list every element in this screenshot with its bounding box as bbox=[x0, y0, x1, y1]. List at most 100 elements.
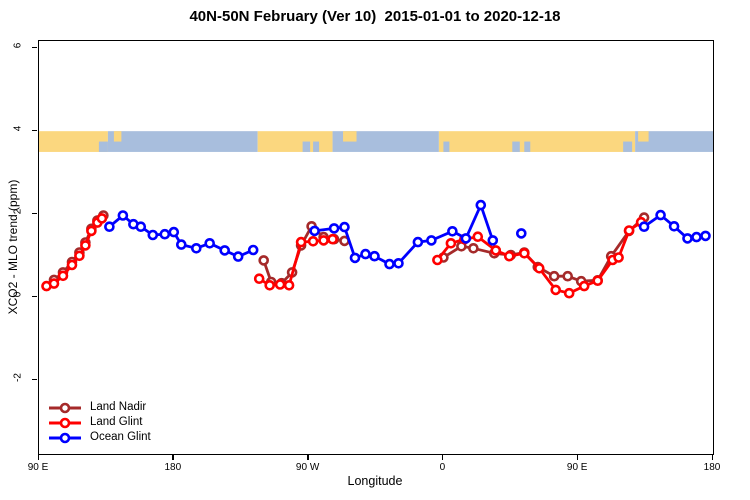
data-point bbox=[274, 279, 286, 290]
y-tick-label: 2 bbox=[12, 208, 24, 215]
map-band-detail-ocean bbox=[98, 141, 108, 152]
x-tick-mark bbox=[307, 455, 309, 460]
data-point bbox=[490, 245, 502, 256]
data-point bbox=[503, 250, 515, 262]
data-point bbox=[691, 231, 702, 243]
data-point bbox=[412, 236, 424, 248]
data-point bbox=[447, 226, 458, 237]
data-point bbox=[176, 239, 187, 250]
data-point bbox=[327, 233, 338, 245]
x-tick-mark bbox=[37, 455, 39, 460]
x-tick-label: 180 bbox=[703, 462, 721, 473]
data-point bbox=[204, 238, 215, 249]
data-point bbox=[66, 259, 78, 271]
data-point bbox=[48, 278, 60, 289]
legend-circle bbox=[59, 417, 71, 428]
chart-canvas bbox=[39, 131, 713, 299]
data-point bbox=[426, 235, 437, 246]
legend-item-ocean-glint: Ocean Glint bbox=[48, 430, 151, 445]
data-point bbox=[475, 199, 487, 211]
data-point bbox=[96, 213, 108, 224]
data-point bbox=[533, 263, 545, 274]
data-point bbox=[104, 221, 115, 232]
map-band-detail-ocean bbox=[313, 141, 320, 152]
data-point bbox=[328, 223, 340, 234]
data-point bbox=[638, 221, 650, 232]
data-point bbox=[655, 209, 666, 221]
data-point bbox=[258, 255, 269, 266]
legend-label: Ocean Glint bbox=[90, 431, 151, 443]
legend: Land Nadir Land Glint Ocean Glint bbox=[48, 400, 151, 445]
data-point bbox=[74, 250, 85, 262]
map-band-detail-land bbox=[638, 131, 649, 142]
data-point bbox=[307, 236, 319, 247]
data-point bbox=[135, 221, 147, 232]
data-point bbox=[592, 275, 604, 286]
legend-item-land-nadir: Land Nadir bbox=[48, 400, 151, 415]
data-point bbox=[518, 248, 530, 259]
x-axis-title: Longitude bbox=[347, 474, 403, 488]
map-band-land bbox=[39, 131, 108, 152]
data-point bbox=[445, 238, 457, 249]
map-band-land bbox=[257, 131, 333, 152]
x-tick-mark bbox=[711, 455, 713, 460]
data-point bbox=[700, 230, 711, 242]
data-point bbox=[562, 270, 574, 282]
data-point bbox=[550, 284, 562, 296]
legend-label: Land Nadir bbox=[90, 401, 147, 413]
map-band-ocean bbox=[332, 131, 439, 152]
data-point bbox=[682, 233, 693, 244]
x-tick-label: 90 E bbox=[27, 462, 49, 473]
data-point bbox=[578, 280, 590, 292]
y-axis-title: XCO2 - MLO trend (ppm) bbox=[6, 179, 20, 315]
data-point bbox=[309, 225, 320, 237]
x-tick-mark bbox=[441, 455, 444, 460]
map-band-detail-land bbox=[113, 131, 122, 142]
data-point bbox=[86, 225, 97, 237]
data-point bbox=[247, 244, 259, 256]
data-point bbox=[339, 221, 350, 233]
data-point bbox=[384, 258, 395, 270]
data-point bbox=[472, 231, 484, 242]
data-point bbox=[219, 245, 230, 256]
data-point bbox=[515, 228, 527, 239]
data-point bbox=[432, 254, 443, 266]
data-point bbox=[318, 235, 329, 246]
x-tick-label: 0 bbox=[439, 462, 446, 473]
y-tick-mark bbox=[32, 378, 37, 381]
chart-title: 40N-50N February (Ver 10) 2015-01-01 to … bbox=[189, 8, 561, 25]
map-band-detail-ocean bbox=[302, 141, 311, 152]
data-point bbox=[563, 287, 575, 299]
land-glint-marker-icon bbox=[49, 417, 81, 428]
legend-item-land-glint: Land Glint bbox=[48, 415, 151, 430]
map-band-ocean bbox=[107, 131, 258, 152]
legend-circle bbox=[59, 402, 71, 413]
data-point bbox=[232, 251, 244, 262]
data-point bbox=[360, 248, 371, 260]
data-point bbox=[80, 240, 91, 251]
y-tick-mark bbox=[32, 212, 37, 215]
data-point bbox=[487, 235, 499, 246]
data-point bbox=[468, 243, 479, 254]
data-point bbox=[393, 258, 404, 269]
map-band-ocean bbox=[635, 131, 713, 152]
data-point bbox=[668, 221, 680, 232]
y-tick-label: 6 bbox=[12, 42, 24, 49]
legend-label: Land Glint bbox=[90, 416, 143, 428]
data-point bbox=[147, 229, 159, 241]
data-point bbox=[159, 228, 171, 240]
data-point bbox=[117, 210, 129, 221]
data-point bbox=[623, 225, 635, 236]
data-point bbox=[283, 280, 295, 291]
x-tick-mark bbox=[576, 455, 579, 460]
map-band-detail-ocean bbox=[623, 141, 633, 152]
data-point bbox=[613, 252, 624, 263]
map-band-detail-ocean bbox=[524, 141, 531, 152]
data-point bbox=[253, 273, 265, 284]
ocean-glint-marker-icon bbox=[49, 432, 81, 443]
data-point bbox=[460, 233, 472, 244]
land-nadir-marker-icon bbox=[49, 402, 81, 413]
x-tick-label: 90 W bbox=[295, 462, 320, 473]
legend-circle bbox=[59, 432, 71, 443]
